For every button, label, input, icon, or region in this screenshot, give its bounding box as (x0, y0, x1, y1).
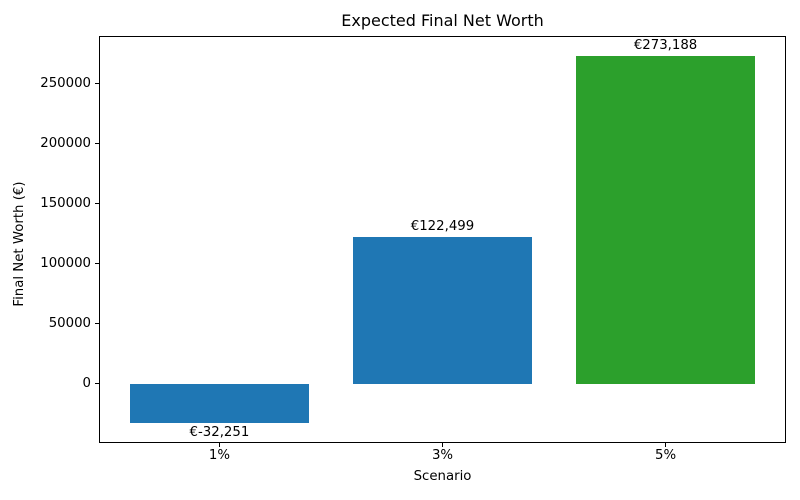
y-tick-mark (95, 383, 99, 385)
y-tick-label: 250000 (40, 75, 91, 91)
bar-value-label: €122,499 (410, 219, 475, 234)
y-tick-label: 0 (82, 375, 91, 391)
x-tick-label: 1% (208, 448, 230, 463)
x-tick-label: 5% (654, 448, 677, 463)
y-tick-label: 100000 (40, 255, 91, 271)
y-tick-mark (95, 83, 99, 85)
y-tick-mark (95, 203, 99, 205)
bar-value-label: €273,188 (633, 38, 698, 54)
x-tick-mark (442, 443, 443, 447)
bar (576, 56, 755, 384)
bar (130, 383, 309, 423)
x-axis-label: Scenario (413, 469, 472, 484)
chart-title: Expected Final Net Worth (341, 11, 544, 30)
y-tick-label: 200000 (40, 135, 91, 151)
x-tick-label: 3% (431, 448, 454, 463)
bar (353, 237, 532, 384)
y-tick-label: 150000 (40, 195, 91, 211)
y-tick-mark (95, 143, 99, 145)
bar-value-label: €-32,251 (189, 424, 250, 440)
x-tick-mark (218, 443, 220, 447)
y-tick-mark (95, 323, 99, 325)
y-tick-label: 50000 (48, 315, 91, 331)
y-tick-mark (95, 263, 99, 265)
x-tick-mark (665, 443, 667, 447)
